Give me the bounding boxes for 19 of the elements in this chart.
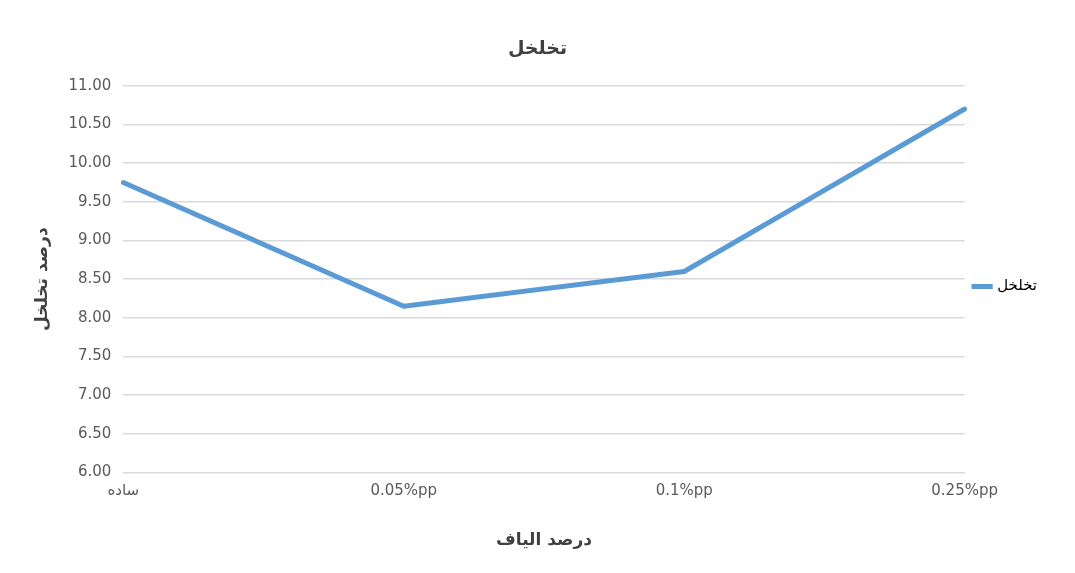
x-tick-label: 0.05%pp [370,481,438,500]
y-tick-label: 6.00 [77,462,112,481]
y-tick-label: 8.50 [77,269,112,288]
y-tick-label: 7.50 [77,346,112,365]
chart-title: تخلخل [507,36,568,59]
x-tick-label: ساده [107,481,140,500]
x-tick-label: 0.25%pp [931,481,998,500]
y-axis-title: درصد تخلخل [30,227,51,332]
y-tick-label: 8.00 [77,307,112,326]
x-tick-label: 0.1%pp [655,481,713,500]
legend-label: تخلخل [997,276,1038,295]
y-tick-label: 11.00 [68,75,112,94]
y-tick-label: 6.50 [77,423,112,442]
y-tick-label: 9.00 [77,230,112,249]
y-tick-label: 7.00 [77,385,112,404]
x-axis-title: درصد الیاف [496,529,593,550]
y-tick-label: 10.00 [68,153,112,172]
y-tick-label: 10.50 [68,114,112,133]
y-tick-label: 9.50 [77,191,112,210]
